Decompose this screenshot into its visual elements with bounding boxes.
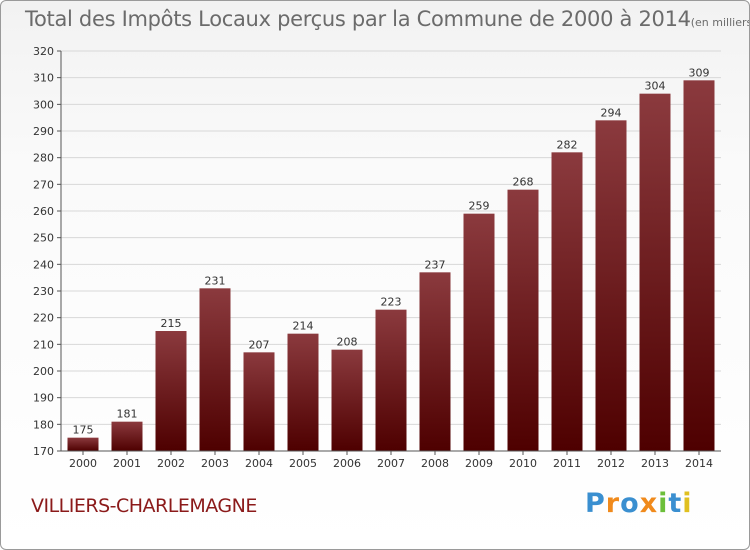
y-tick-label: 230	[33, 285, 54, 298]
bar-2007	[375, 309, 407, 451]
bar-2001	[111, 421, 143, 451]
logo-letter: o	[620, 488, 640, 519]
logo-letter: i	[658, 488, 669, 519]
x-tick-label-2010: 2010	[509, 457, 537, 470]
commune-name: VILLIERS-CHARLEMAGNE	[31, 495, 257, 517]
chart-title: Total des Impôts Locaux perçus par la Co…	[25, 7, 750, 31]
x-tick-label-2013: 2013	[641, 457, 669, 470]
bar-2010	[507, 189, 539, 451]
data-label-2003: 231	[205, 274, 226, 287]
x-tick-label-2001: 2001	[113, 457, 141, 470]
data-label-2000: 175	[73, 424, 94, 437]
data-label-2005: 214	[293, 320, 314, 333]
data-labels: 175 181 215 231 207 214 208 223 237 259 268 282 294 3…	[73, 66, 710, 436]
bar-2013	[639, 93, 671, 452]
data-label-2014: 309	[689, 66, 710, 79]
bar-2004	[243, 352, 275, 451]
data-label-2013: 304	[645, 80, 666, 93]
y-tick-label: 180	[33, 418, 54, 431]
data-label-2001: 181	[117, 408, 138, 421]
y-tick-label: 200	[33, 365, 54, 378]
bar-2009	[463, 213, 495, 451]
x-tick-label-2008: 2008	[421, 457, 449, 470]
y-tick-label: 250	[33, 232, 54, 245]
logo-letter: P	[585, 488, 606, 519]
bar-2006	[331, 349, 363, 451]
bar-2011	[551, 152, 583, 452]
y-tick-label: 240	[33, 258, 54, 271]
x-tick-label-2007: 2007	[377, 457, 405, 470]
data-label-2006: 208	[337, 336, 358, 349]
data-label-2004: 207	[249, 338, 270, 351]
data-label-2002: 215	[161, 317, 182, 330]
data-label-2010: 268	[513, 176, 534, 189]
bar-2012	[595, 120, 627, 451]
data-label-2007: 223	[381, 296, 402, 309]
logo-letter: t	[668, 488, 683, 519]
x-tick-label-2006: 2006	[333, 457, 361, 470]
y-tick-label: 220	[33, 312, 54, 325]
bar-2014	[683, 80, 715, 451]
data-label-2009: 259	[469, 200, 490, 213]
bar-2008	[419, 272, 451, 451]
y-tick-label: 320	[33, 45, 54, 58]
x-tick-label-2009: 2009	[465, 457, 493, 470]
y-tick-label: 260	[33, 205, 54, 218]
y-tick-label: 310	[33, 72, 54, 85]
bar-2005	[287, 333, 319, 451]
bars	[67, 80, 715, 452]
bar-2002	[155, 331, 187, 451]
logo-letter: i	[682, 488, 693, 519]
x-tick-label-2002: 2002	[157, 457, 185, 470]
data-label-2012: 294	[601, 106, 622, 119]
chart-title-unit: (en milliers d'€)	[690, 16, 750, 29]
y-tick-label: 280	[33, 152, 54, 165]
x-tick-labels: 2000 2001 2002 2003 2004 2005 2006 2007 2008 2009…	[69, 451, 713, 470]
bar-2000	[67, 437, 99, 451]
x-tick-label-2000: 2000	[69, 457, 97, 470]
bar-2003	[199, 288, 231, 451]
y-tick-label: 300	[33, 98, 54, 111]
logo-letter: r	[605, 488, 621, 519]
x-tick-label-2014: 2014	[685, 457, 713, 470]
x-tick-label-2003: 2003	[201, 457, 229, 470]
y-tick-label: 270	[33, 178, 54, 191]
x-tick-label-2012: 2012	[597, 457, 625, 470]
chart-title-text: Total des Impôts Locaux perçus par la Co…	[25, 7, 691, 31]
proxiti-logo[interactable]: Proxiti	[585, 488, 693, 519]
y-tick-labels: 170 180 190 200 210 220 230 240 250 260 270 280 290 3…	[33, 45, 61, 458]
x-tick-label-2004: 2004	[245, 457, 273, 470]
y-tick-label: 290	[33, 125, 54, 138]
x-tick-label-2011: 2011	[553, 457, 581, 470]
y-tick-label: 210	[33, 338, 54, 351]
logo-letter: x	[639, 488, 659, 519]
data-label-2008: 237	[425, 258, 446, 271]
x-tick-label-2005: 2005	[289, 457, 317, 470]
y-tick-label: 170	[33, 445, 54, 458]
data-label-2011: 282	[557, 138, 578, 151]
y-tick-label: 190	[33, 392, 54, 405]
